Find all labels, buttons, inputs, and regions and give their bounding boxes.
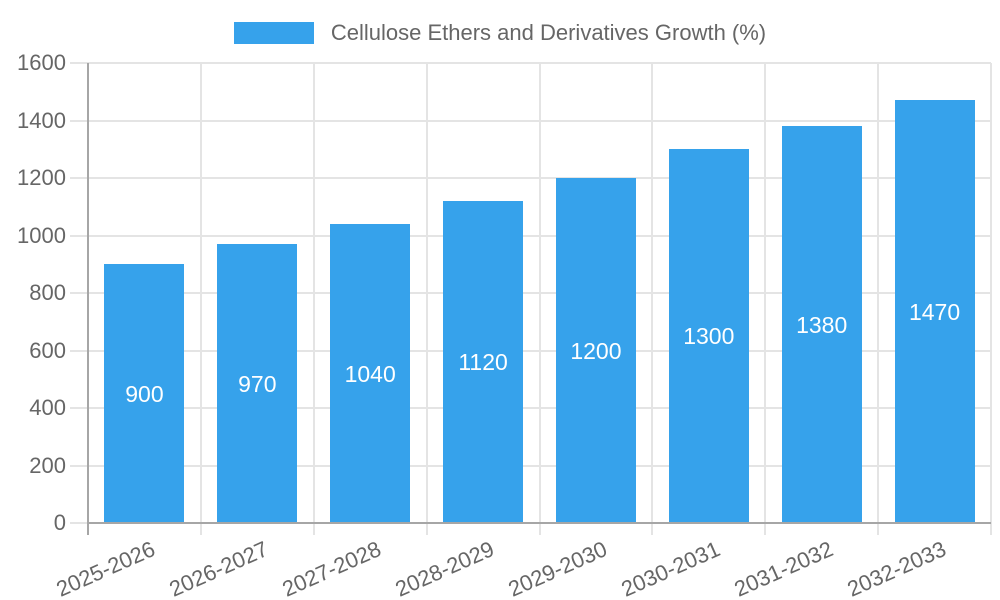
gridline-x bbox=[312, 63, 315, 523]
y-tick-mark bbox=[70, 234, 88, 237]
y-tick-label: 200 bbox=[29, 452, 66, 478]
x-tick-mark bbox=[990, 523, 992, 535]
y-tick-label: 1600 bbox=[17, 50, 66, 75]
bar[interactable] bbox=[104, 264, 185, 523]
y-tick-label: 800 bbox=[29, 280, 66, 305]
y-tick-mark bbox=[70, 119, 88, 122]
x-tick-mark bbox=[538, 523, 541, 535]
x-tick-label: 2027-2028 bbox=[278, 536, 385, 600]
x-tick-label: 2029-2030 bbox=[504, 536, 611, 600]
y-tick-label: 1400 bbox=[17, 107, 66, 133]
bar[interactable] bbox=[217, 244, 298, 523]
bar[interactable] bbox=[443, 201, 524, 523]
y-tick-mark bbox=[70, 177, 88, 179]
bar-value-label: 1120 bbox=[458, 349, 508, 375]
legend: Cellulose Ethers and Derivatives Growth … bbox=[0, 20, 1000, 46]
x-axis-line bbox=[88, 522, 991, 524]
x-tick-mark bbox=[87, 523, 89, 535]
legend-item[interactable]: Cellulose Ethers and Derivatives Growth … bbox=[233, 20, 767, 46]
plot-area: 900 970 1040 1120 1200 1300 1380 1470 bbox=[70, 62, 992, 535]
y-tick-label: 400 bbox=[29, 395, 66, 420]
gridline-x bbox=[764, 63, 767, 523]
gridline-x bbox=[651, 63, 654, 523]
x-tick-label: 2031-2032 bbox=[730, 536, 837, 600]
bar-value-label: 970 bbox=[238, 370, 277, 397]
x-tick-mark bbox=[312, 523, 315, 535]
bar[interactable] bbox=[330, 224, 411, 523]
bar[interactable] bbox=[781, 126, 862, 523]
x-tick-mark bbox=[764, 523, 767, 535]
x-tick-label: 2028-2029 bbox=[391, 536, 498, 600]
bar-value-label: 1040 bbox=[344, 360, 396, 387]
x-tick-mark bbox=[199, 523, 202, 535]
y-tick-label: 0 bbox=[53, 510, 66, 535]
y-tick-mark bbox=[70, 292, 88, 294]
bar-value-label: 1300 bbox=[683, 323, 735, 350]
x-tick-label: 2026-2027 bbox=[165, 536, 273, 600]
bar-value-label: 900 bbox=[125, 380, 164, 407]
gridline-x bbox=[199, 63, 202, 523]
legend-label: Cellulose Ethers and Derivatives Growth … bbox=[330, 20, 767, 45]
gridline-x bbox=[538, 63, 541, 523]
gridline-x bbox=[425, 63, 428, 523]
x-tick-mark bbox=[651, 523, 654, 535]
bar[interactable] bbox=[894, 100, 975, 523]
y-tick-mark bbox=[70, 62, 88, 65]
x-tick-label: 2032-2033 bbox=[843, 536, 950, 600]
y-tick-label: 1000 bbox=[17, 222, 66, 248]
y-tick-label: 1200 bbox=[17, 165, 66, 190]
x-tick-mark bbox=[877, 523, 880, 535]
gridline-x bbox=[990, 63, 992, 523]
bar[interactable] bbox=[668, 149, 749, 523]
bar-value-label: 1470 bbox=[908, 298, 961, 325]
y-tick-mark bbox=[70, 349, 88, 352]
y-tick-label: 600 bbox=[29, 337, 66, 363]
x-tick-label: 2025-2026 bbox=[52, 536, 160, 600]
bar-value-label: 1200 bbox=[570, 337, 622, 364]
legend-swatch bbox=[233, 22, 314, 44]
x-tick-label: 2030-2031 bbox=[617, 536, 724, 600]
x-tick-mark bbox=[425, 523, 428, 535]
bar[interactable] bbox=[555, 178, 636, 523]
y-axis-line bbox=[87, 63, 89, 523]
y-axis-labels: 0 200 400 600 800 1000 1200 1400 1600 bbox=[0, 50, 66, 535]
y-tick-mark bbox=[70, 522, 88, 524]
y-tick-mark bbox=[70, 464, 88, 467]
bar-value-label: 1380 bbox=[796, 311, 848, 338]
x-axis-labels: 2025-2026 2026-2027 2027-2028 2028-2029 2029… bbox=[53, 523, 991, 600]
y-tick-mark bbox=[70, 407, 88, 409]
gridline-x bbox=[877, 63, 880, 523]
